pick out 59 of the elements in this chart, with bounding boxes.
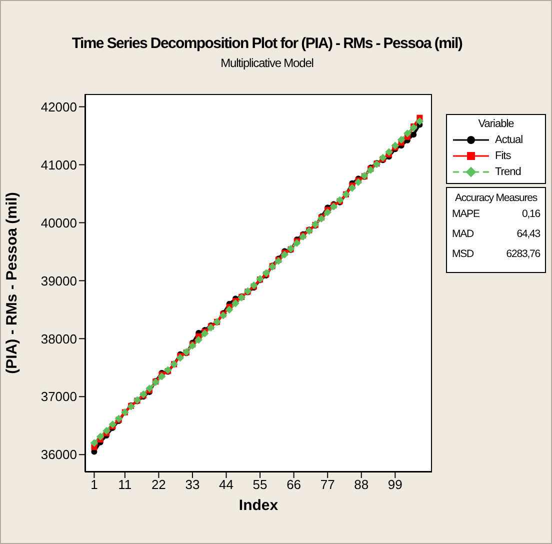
y-axis-title: (PIA) - RMs - Pessoa (mil) [3, 192, 20, 374]
point [102, 426, 110, 435]
y-tick-label: 36000 [40, 447, 77, 462]
point [410, 124, 418, 132]
point [108, 420, 117, 428]
y-tick-label: 42000 [40, 99, 77, 114]
point [225, 306, 234, 314]
x-tick-label: 1 [90, 477, 98, 492]
legend-title: Variable [477, 118, 515, 130]
x-tick-label: 77 [320, 477, 335, 492]
point [280, 250, 288, 258]
point [90, 439, 98, 447]
y-tick-label: 38000 [40, 331, 77, 346]
chart-title: Time Series Decomposition Plot for (PIA) - RMs - Pessoa (mil) [70, 35, 464, 52]
text: MAD [452, 228, 474, 242]
legend-label: Trend [495, 166, 521, 178]
text: MSD [452, 248, 474, 262]
point [176, 354, 184, 362]
x-tick-label: 22 [151, 477, 166, 492]
point [397, 136, 406, 144]
point [318, 214, 326, 223]
point [188, 342, 196, 350]
point [158, 372, 166, 380]
point [385, 148, 393, 156]
point [410, 132, 417, 138]
point [96, 432, 104, 441]
text: 64,43 [516, 228, 540, 242]
legend-label: Fits [495, 150, 511, 162]
x-tick-label: 44 [219, 477, 234, 492]
x-tick-label: 55 [252, 477, 268, 492]
point [299, 232, 307, 241]
point [404, 130, 412, 138]
y-tick-label: 37000 [40, 389, 77, 404]
y-tick-label: 41000 [40, 157, 77, 172]
point [354, 178, 362, 186]
chart-subtitle: Multiplicative Model [220, 56, 314, 70]
text: Accuracy Measures [454, 192, 538, 204]
text: 0,16 [522, 208, 540, 222]
point [348, 184, 356, 192]
x-tick-label: 66 [286, 477, 302, 492]
y-tick-label: 39000 [40, 273, 77, 288]
point [292, 239, 301, 247]
x-tick-label: 11 [118, 477, 132, 492]
point [200, 330, 209, 338]
x-tick-label: 99 [388, 477, 402, 492]
text: 6283,76 [506, 248, 540, 262]
point [232, 299, 240, 308]
x-axis-title: Index [238, 497, 279, 514]
legend-label: Actual [495, 134, 523, 146]
point [207, 324, 215, 332]
text: MAPE [452, 208, 480, 222]
x-tick-label: 88 [354, 477, 369, 492]
point [416, 117, 424, 126]
y-tick-label: 40000 [40, 215, 77, 230]
point [194, 336, 203, 344]
x-tick-label: 33 [185, 477, 200, 492]
point [324, 208, 332, 216]
point [391, 142, 400, 150]
point [146, 384, 154, 392]
